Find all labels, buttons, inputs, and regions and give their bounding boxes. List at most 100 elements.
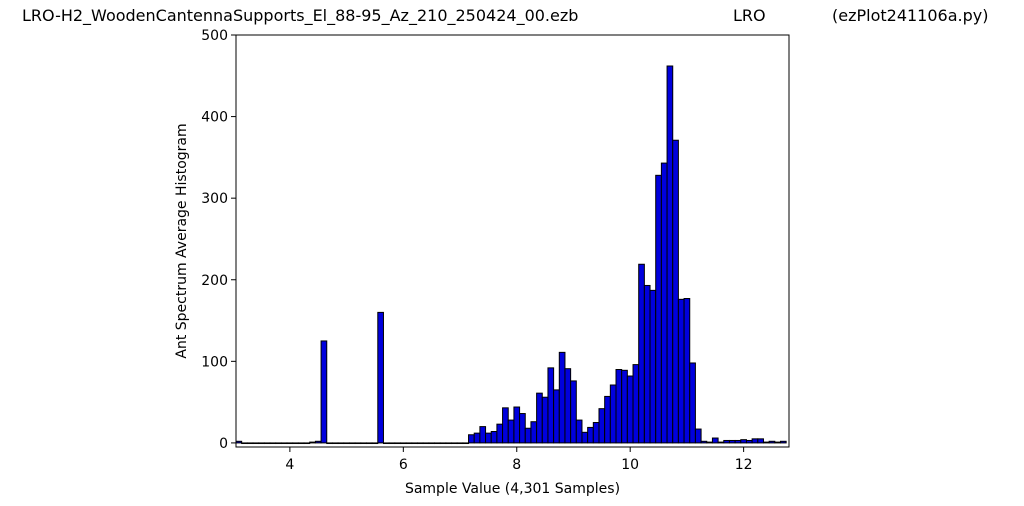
histogram-bars	[235, 65, 787, 445]
histogram-bar-44	[485, 432, 492, 444]
plot-frame	[235, 34, 790, 448]
x-tick-label: 8	[512, 457, 521, 473]
histogram-bar-93	[762, 441, 770, 444]
histogram-bar-60	[575, 419, 583, 444]
histogram-bar-11	[297, 442, 305, 445]
histogram-bar-54	[541, 396, 549, 444]
histogram-bar-96	[779, 440, 787, 444]
histogram-bar-5	[263, 442, 271, 445]
y-tick-label: 200	[201, 273, 228, 289]
histogram-bar-88	[734, 439, 742, 444]
histogram-bar-3	[252, 442, 260, 445]
histogram-bar-40	[462, 442, 470, 445]
histogram-bar-55	[547, 367, 555, 444]
histogram-bar-42	[473, 432, 481, 444]
histogram-bar-7	[275, 442, 282, 445]
chart-station-title: LRO	[733, 6, 766, 25]
histogram-bar-14	[314, 440, 322, 444]
x-axis-ticks: 4 6 8 10 12	[285, 447, 753, 473]
histogram-bar-27	[388, 442, 396, 445]
histogram-bar-1	[241, 442, 248, 445]
histogram-bar-28	[394, 442, 401, 445]
histogram-bar-47	[502, 407, 509, 444]
histogram-bar-36	[439, 442, 447, 445]
histogram-bar-37	[445, 442, 453, 445]
histogram-bar-91	[751, 438, 759, 444]
histogram-bar-2	[246, 442, 254, 445]
y-tick-label: 500	[201, 28, 228, 44]
histogram-bar-23	[365, 442, 373, 445]
histogram-bar-86	[723, 439, 730, 444]
histogram-bar-12	[303, 442, 311, 445]
histogram-bar-26	[382, 442, 390, 445]
histogram-bar-53	[536, 392, 543, 444]
histogram-bar-90	[745, 439, 753, 444]
histogram-bar-83	[706, 441, 713, 444]
histogram-bar-46	[496, 423, 504, 444]
histogram-bar-21	[354, 442, 362, 445]
histogram-bar-52	[530, 421, 538, 444]
histogram-bar-58	[564, 368, 572, 444]
histogram-bar-6	[269, 442, 277, 445]
chart-filename-title: LRO-H2_WoodenCantennaSupports_El_88-95_A…	[22, 6, 579, 25]
histogram-bar-89	[740, 439, 747, 444]
histogram-bar-48	[507, 419, 515, 444]
histogram-bar-63	[592, 422, 600, 444]
y-tick-label: 300	[201, 191, 228, 207]
histogram-bar-50	[519, 413, 526, 444]
histogram-bar-65	[604, 395, 611, 444]
histogram-bar-35	[434, 442, 441, 445]
histogram-bar-10	[292, 442, 299, 445]
histogram-bar-69	[626, 375, 634, 444]
y-tick-label: 100	[201, 354, 228, 370]
histogram-bar-78	[677, 298, 685, 444]
chart-program-title: (ezPlot241106a.py)	[832, 6, 989, 25]
histogram-bar-49	[513, 406, 521, 444]
histogram-bar-76	[666, 65, 674, 444]
histogram-bar-17	[331, 442, 339, 445]
y-tick-label: 400	[201, 110, 228, 126]
histogram-bar-41	[468, 434, 475, 444]
histogram-bar-8	[280, 442, 288, 445]
histogram-bar-30	[405, 442, 413, 445]
histogram-bar-13	[309, 441, 316, 444]
x-tick-label: 4	[285, 457, 294, 473]
histogram-bar-51	[524, 427, 532, 444]
histogram-bar-81	[694, 428, 702, 444]
histogram-bar-16	[326, 442, 333, 445]
histogram-bar-22	[360, 442, 367, 445]
histogram-bar-92	[757, 438, 764, 444]
histogram-bar-94	[768, 440, 776, 444]
histogram-bar-87	[728, 439, 736, 444]
histogram-bar-74	[655, 174, 662, 444]
y-axis-ticks: 0 100 200 300 400 500	[201, 28, 236, 452]
histogram-bar-72	[643, 284, 651, 444]
histogram-bar-61	[581, 431, 589, 444]
histogram-bar-73	[649, 289, 657, 444]
histogram-bar-29	[399, 442, 407, 445]
histogram-bar-32	[417, 442, 424, 445]
histogram-bar-34	[428, 442, 436, 445]
histogram-bar-0	[235, 440, 243, 444]
histogram-bar-80	[689, 362, 696, 444]
histogram-bar-84	[711, 437, 719, 444]
histogram-bar-33	[422, 442, 430, 445]
histogram-bar-39	[456, 442, 464, 445]
histogram-bar-77	[672, 139, 679, 444]
x-axis-label: Sample Value (4,301 Samples)	[405, 481, 620, 497]
histogram-bar-64	[598, 408, 606, 444]
histogram-bar-56	[553, 389, 560, 444]
x-tick-label: 10	[621, 457, 639, 473]
histogram-bar-62	[587, 426, 594, 444]
histogram-bar-24	[371, 442, 379, 445]
histogram-bar-45	[490, 431, 498, 444]
histogram-bar-57	[558, 351, 566, 444]
histogram-bar-9	[286, 442, 294, 445]
histogram-bar-79	[683, 298, 691, 444]
histogram-bar-38	[451, 442, 458, 445]
histogram-bar-71	[638, 263, 645, 444]
y-axis-label: Ant Spectrum Average Histogram	[174, 123, 190, 358]
histogram-bar-75	[660, 162, 668, 444]
y-tick-label: 0	[219, 436, 228, 452]
